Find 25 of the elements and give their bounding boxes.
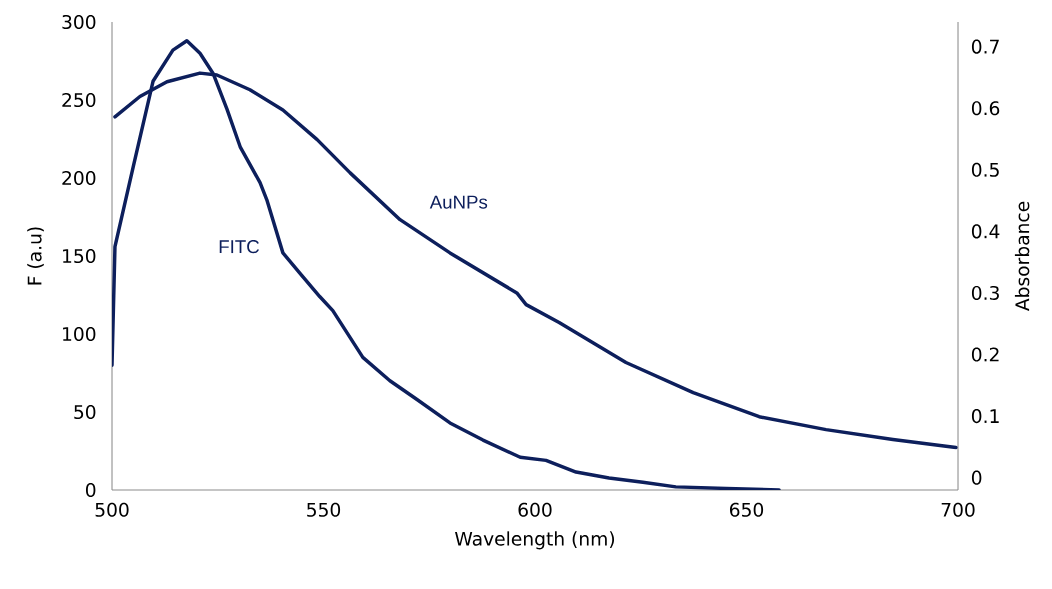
y-axis-title: F (a.u) xyxy=(27,227,44,285)
y2-tick-label: 0.3 xyxy=(971,285,999,301)
y2-tick-label: 0.5 xyxy=(971,162,999,177)
y-tick-label: 0 xyxy=(85,482,96,498)
y2-axis-title: Absorbance xyxy=(1014,201,1030,311)
y2-tick-label: 0 xyxy=(971,470,982,485)
y2-tick-label: 0.7 xyxy=(971,39,999,54)
y2-tick-label: 0.6 xyxy=(971,101,1000,116)
y-tick-label: 200 xyxy=(62,170,96,186)
x-tick-label: 700 xyxy=(941,502,975,517)
y2-tick-label: 0.2 xyxy=(971,347,999,362)
series-label: AuNPs xyxy=(429,195,488,209)
y2-tick-label: 0.4 xyxy=(971,224,1000,239)
x-tick-label: 500 xyxy=(95,502,129,517)
x-tick-label: 550 xyxy=(307,502,341,517)
y-tick-label: 50 xyxy=(74,404,96,420)
series-label: FITC xyxy=(219,240,260,254)
y-tick-label: 250 xyxy=(62,92,96,108)
y-tick-label: 300 xyxy=(62,14,96,30)
y-tick-label: 150 xyxy=(63,248,96,264)
x-axis-title: Wavelength (nm) xyxy=(455,531,615,550)
x-tick-label: 650 xyxy=(729,502,764,517)
y2-tick-label: 0.1 xyxy=(971,409,999,424)
y-tick-label: 100 xyxy=(63,326,96,342)
x-tick-label: 600 xyxy=(518,502,552,517)
